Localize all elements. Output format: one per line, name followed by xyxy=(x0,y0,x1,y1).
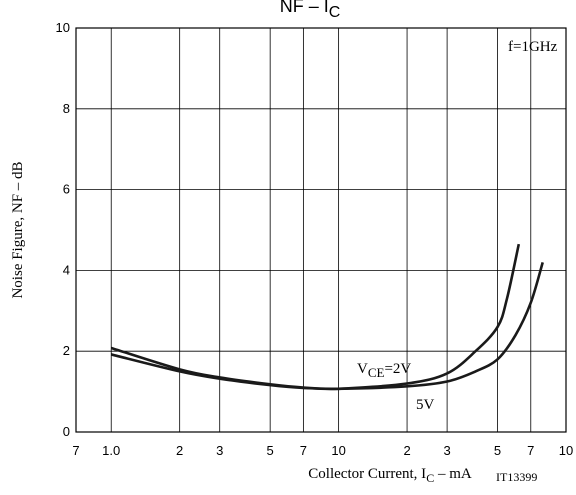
figure-code: IT13399 xyxy=(496,470,537,484)
x-tick-label: 2 xyxy=(403,443,410,458)
plot-frame xyxy=(75,27,567,433)
noise-curve xyxy=(110,261,544,391)
x-tick-label: 3 xyxy=(443,443,450,458)
x-tick-label: 5 xyxy=(494,443,501,458)
legend-label: VCE=2V xyxy=(357,361,411,380)
x-axis-label: Collector Current, IC – mA xyxy=(308,466,472,485)
x-tick-label: 3 xyxy=(216,443,223,458)
noise-curve xyxy=(110,243,521,391)
chart-title: NF – IC xyxy=(280,0,341,21)
legend-label: 5V xyxy=(416,397,435,413)
x-tick-label: 7 xyxy=(72,443,79,458)
x-tick-label: 10 xyxy=(559,443,573,458)
y-axis-label: Noise Figure, NF – dB xyxy=(10,161,26,298)
y-tick-label: 6 xyxy=(63,182,70,197)
y-tick-label: 8 xyxy=(63,101,70,116)
y-tick-label: 4 xyxy=(63,262,70,277)
x-tick-label: 7 xyxy=(527,443,534,458)
x-tick-label: 10 xyxy=(331,443,345,458)
y-tick-label: 2 xyxy=(63,343,70,358)
y-tick-label: 10 xyxy=(56,20,70,35)
x-tick-label: 2 xyxy=(176,443,183,458)
x-tick-label: 5 xyxy=(267,443,274,458)
x-tick-label: 7 xyxy=(300,443,307,458)
frequency-note: f=1GHz xyxy=(508,39,558,55)
x-tick-label: 1.0 xyxy=(102,443,120,458)
y-tick-label: 0 xyxy=(63,424,70,439)
